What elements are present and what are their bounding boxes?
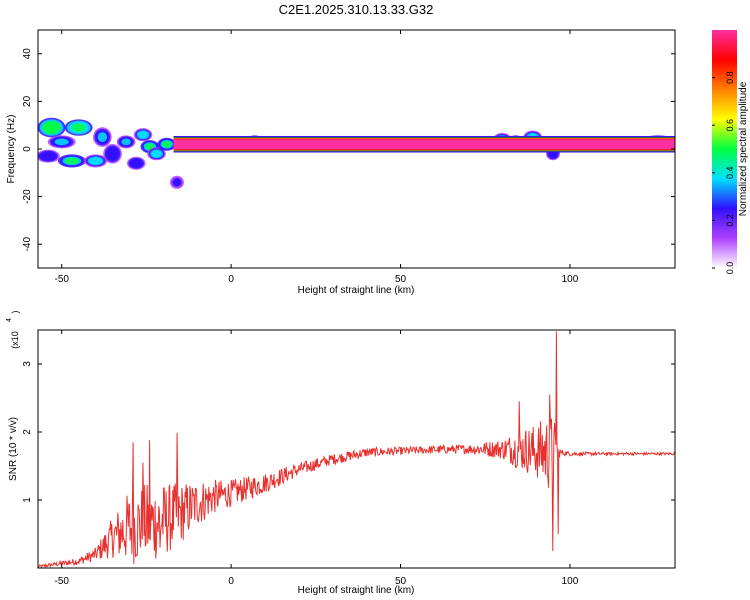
snr-scale-base: (x10 xyxy=(10,331,20,349)
spectrogram-y-label: Frequency (Hz) xyxy=(6,115,17,184)
spectrogram-x-tick-label: -50 xyxy=(54,274,69,285)
spectrogram-ticks: -50 0 50 100 -40 -20 0 20 40 xyxy=(22,30,675,285)
colorbar-tick-label: 0.6 xyxy=(725,119,735,132)
spectrogram-marks xyxy=(38,117,675,189)
colorbar-tick-label: 0.4 xyxy=(725,167,735,180)
colorbar-tick-label: 0.2 xyxy=(725,214,735,227)
spectrogram-y-tick-label: 40 xyxy=(22,48,33,60)
spectrogram-blob xyxy=(89,157,102,165)
snr-x-tick-label: 100 xyxy=(562,576,579,587)
spectrogram-blob xyxy=(71,123,86,132)
spectrogram-x-label: Height of straight line (km) xyxy=(298,285,415,296)
snr-scale-exp: 4 xyxy=(6,318,13,322)
colorbar-ticks: 0.0 0.2 0.4 0.6 0.8 xyxy=(712,71,735,274)
snr-y-tick-label: 3 xyxy=(22,361,33,367)
spectrogram-blob xyxy=(42,152,55,160)
colorbar-tick-label: 0.0 xyxy=(725,262,735,275)
snr-ticks: -50 0 50 100 1 2 3 xyxy=(22,330,675,587)
snr-y-tick-label: 2 xyxy=(22,429,33,435)
spectrogram-blob xyxy=(162,140,172,148)
spectrogram-panel: -50 0 50 100 -40 -20 0 20 40 Height of straight … xyxy=(6,29,676,296)
spectrogram-x-tick-label: 50 xyxy=(395,274,407,285)
snr-x-tick-label: 50 xyxy=(395,576,407,587)
spectrogram-y-tick-label: -40 xyxy=(22,237,33,252)
colorbar-label: Normalized spectral amplitude xyxy=(738,81,749,216)
snr-y-label: SNR (10 * v/v) xyxy=(8,417,19,481)
snr-panel: -50 0 50 100 1 2 3 Height of straight line (km… xyxy=(6,311,676,596)
snr-frame xyxy=(37,329,676,569)
snr-x-tick-label: 0 xyxy=(228,576,234,587)
snr-x-tick-label: -50 xyxy=(54,576,69,587)
spectrogram-x-tick-label: 0 xyxy=(228,274,234,285)
colorbar: 0.0 0.2 0.4 0.6 0.8 Normalized spectral ampl… xyxy=(712,30,749,274)
colorbar-gradient xyxy=(712,30,737,268)
spectrogram-blob xyxy=(97,132,108,143)
colorbar-tick-label: 0.8 xyxy=(725,71,735,84)
snr-y-tick-label: 1 xyxy=(22,497,33,503)
spectrogram-blob xyxy=(151,150,162,158)
spectrogram-blob xyxy=(121,138,131,146)
snr-line xyxy=(38,331,675,568)
figure-title: C2E1.2025.310.13.33.G32 xyxy=(279,2,434,17)
snr-scale-close: ) xyxy=(10,311,20,314)
snr-scale-exponent: 4 xyxy=(6,318,13,322)
spectrogram-blob xyxy=(173,178,181,186)
spectrogram-blob xyxy=(138,131,148,139)
snr-scale-label: (x10 xyxy=(10,331,20,349)
spectrogram-blob xyxy=(64,157,79,165)
spectrogram-blob xyxy=(54,138,69,146)
spectrogram-y-tick-label: -20 xyxy=(22,189,33,204)
spectrogram-x-tick-label: 100 xyxy=(562,274,579,285)
spectrogram-band xyxy=(173,139,675,150)
spectrogram-y-tick-label: 20 xyxy=(22,95,33,107)
spectrogram-blob xyxy=(107,148,118,159)
spectrogram-y-tick-label: 0 xyxy=(22,146,33,152)
snr-scale-paren: ) xyxy=(10,311,20,314)
snr-x-label: Height of straight line (km) xyxy=(298,585,415,596)
spectrogram-blob xyxy=(44,122,59,133)
spectrogram-blob xyxy=(131,159,142,167)
